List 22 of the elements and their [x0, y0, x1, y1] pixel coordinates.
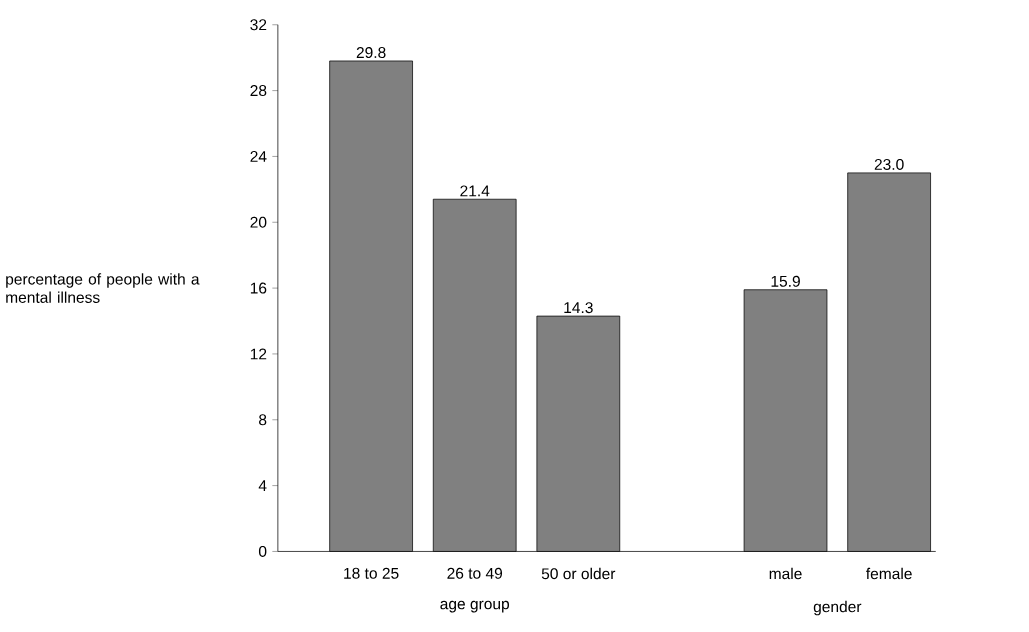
y-tick-label: 32 — [250, 19, 267, 31]
data-label: 23.0 — [874, 158, 904, 170]
x-tick-label: male — [769, 567, 802, 580]
data-label: 15.9 — [771, 275, 800, 287]
data-label: 21.4 — [460, 185, 490, 197]
text: gender — [813, 600, 862, 616]
y-tick-label: 8 — [259, 414, 267, 426]
data-label: 14.3 — [564, 302, 593, 314]
text: age group — [440, 600, 510, 613]
y-tick-label: 28 — [250, 85, 267, 97]
y-tick-label: 16 — [250, 282, 267, 294]
y-axis-title: percentage of people with a mental illness — [6, 273, 200, 303]
y-tick-label: 20 — [250, 216, 267, 228]
x-tick-label: 18 to 25 — [344, 567, 399, 579]
x-tick-label: 50 or older — [541, 567, 616, 580]
data-label: 29.8 — [356, 46, 386, 58]
x-tick-label: female — [866, 567, 912, 580]
y-tick-label: 12 — [250, 348, 267, 360]
x-tick-label: 26 to 49 — [447, 567, 503, 579]
y-tick-label: 24 — [250, 150, 267, 162]
y-tick-label: 0 — [258, 545, 267, 557]
y-tick-label: 4 — [258, 480, 267, 491]
